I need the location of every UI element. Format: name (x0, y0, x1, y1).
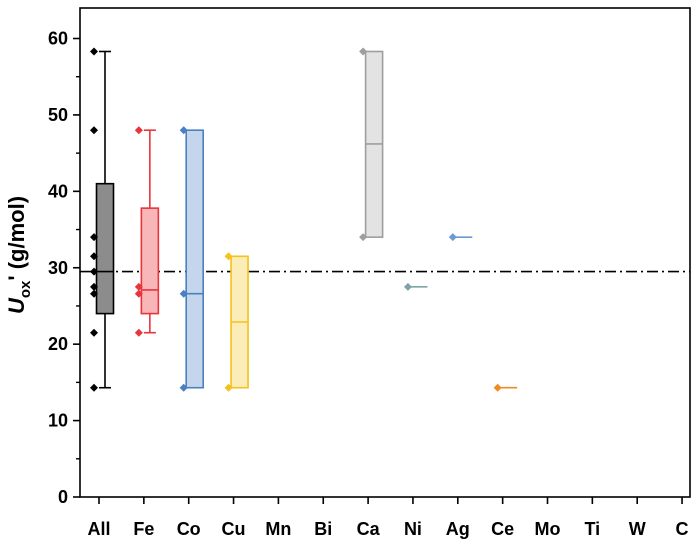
y-tick-label: 60 (48, 29, 68, 49)
x-tick-label-c: C (676, 519, 689, 539)
y-axis: 0 10 20 30 40 50 60 (48, 29, 80, 507)
data-point-co (179, 126, 188, 135)
y-axis-label-main: U (4, 297, 29, 314)
data-point-co (179, 289, 188, 298)
x-tick-label-ca: Ca (357, 519, 381, 539)
x-tick-label-bi: Bi (314, 519, 332, 539)
x-tick-label-fe: Fe (133, 519, 154, 539)
data-point-all (90, 383, 98, 392)
x-tick-label-ti: Ti (585, 519, 601, 539)
y-tick-label: 20 (48, 334, 68, 354)
x-tick-label-mo: Mo (535, 519, 561, 539)
data-point-fe (134, 282, 143, 291)
data-point-co (179, 383, 188, 392)
data-point-fe (134, 126, 143, 135)
data-point-fe (134, 328, 143, 337)
data-point-ce (493, 383, 502, 392)
data-point-all (90, 126, 98, 135)
x-tick-label-ag: Ag (446, 519, 470, 539)
y-axis-label: Uox' (g/mol) (4, 196, 34, 314)
x-tick-label-w: W (629, 519, 646, 539)
y-tick-label: 30 (48, 258, 68, 278)
data-point-all (90, 282, 98, 291)
data-point-all (90, 233, 98, 242)
plot-frame (79, 7, 691, 498)
data-point-ca (359, 47, 368, 56)
data-point-ni (403, 282, 412, 291)
box-series (95, 50, 518, 389)
box-co (185, 129, 204, 389)
y-tick-label: 10 (48, 411, 68, 431)
data-point-all (90, 267, 98, 276)
y-axis-label-sub: ox (17, 280, 34, 298)
y-tick-label: 40 (48, 181, 68, 201)
data-point-ag (448, 233, 457, 242)
x-tick-label-all: All (87, 519, 110, 539)
data-point-fe (134, 289, 143, 298)
y-tick-label: 50 (48, 105, 68, 125)
data-point-all (90, 47, 98, 56)
data-point-cu (224, 383, 233, 392)
data-point-ca (359, 233, 368, 242)
data-point-all (90, 289, 98, 298)
box-fe (140, 207, 160, 315)
x-tick-label-ni: Ni (404, 519, 422, 539)
x-tick-label-cu: Cu (222, 519, 246, 539)
data-point-all (90, 328, 98, 337)
data-point-cu (224, 252, 233, 261)
box-all (95, 182, 115, 315)
y-tick-label: 0 (58, 487, 68, 507)
data-points (90, 47, 502, 392)
y-axis-label-suffix: ' (g/mol) (4, 196, 29, 281)
data-point-all (90, 252, 98, 261)
x-tick-label-co: Co (177, 519, 201, 539)
x-tick-label-ce: Ce (491, 519, 514, 539)
x-tick-label-mn: Mn (265, 519, 291, 539)
x-axis: All Fe Co Cu Mn Bi Ca Ni Ag Ce Mo Ti W C (87, 497, 689, 539)
